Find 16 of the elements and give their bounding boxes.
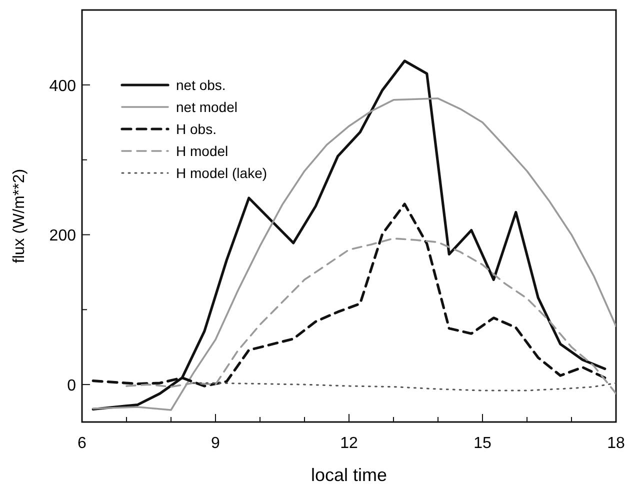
y-axis-title: flux (W/m**2) [11, 168, 28, 264]
x-tick-label: 12 [340, 435, 358, 452]
y-tick-label: 0 [67, 378, 76, 395]
x-tick-label: 18 [607, 435, 625, 452]
legend-label: H obs. [176, 121, 216, 137]
legend-label: H model [176, 143, 228, 159]
y-tick-label: 400 [49, 78, 76, 95]
line-series [192, 382, 616, 392]
legend-label: net obs. [176, 77, 226, 93]
x-axis-title: local time [310, 465, 388, 485]
y-tick-label: 200 [49, 228, 76, 245]
x-tick-label: 9 [211, 435, 220, 452]
x-tick-label: 15 [474, 435, 492, 452]
legend-label: net model [176, 99, 238, 115]
x-tick-label: 6 [78, 435, 87, 452]
legend-label: H model (lake) [176, 165, 268, 181]
